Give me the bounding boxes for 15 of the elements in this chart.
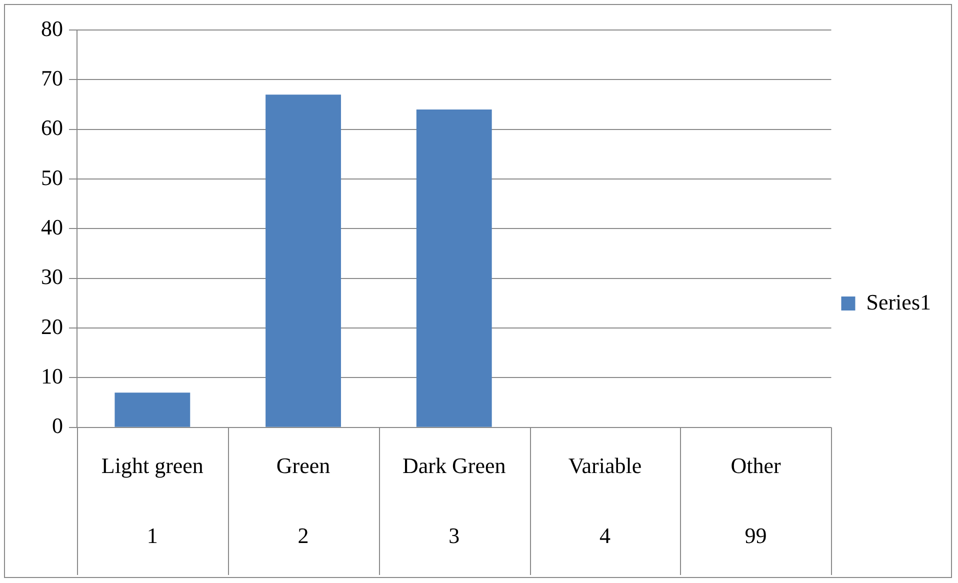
category-label: Variable 4	[568, 452, 642, 548]
y-tick-label: 0	[52, 413, 63, 438]
category-label: Light green 1	[101, 452, 204, 548]
legend-label: Series1	[866, 289, 931, 314]
y-tick-label: 80	[41, 16, 63, 41]
y-tick-label: 10	[41, 364, 63, 389]
category-label: Other 99	[730, 452, 781, 548]
category-label: Green 2	[276, 452, 330, 548]
category-label: Dark Green 3	[402, 452, 506, 548]
y-tick-label: 60	[41, 115, 63, 140]
y-tick-label: 20	[41, 314, 63, 339]
y-tick-label: 50	[41, 164, 63, 190]
y-tick-label: 40	[41, 214, 63, 240]
y-tick-label: 30	[41, 264, 63, 290]
y-tick-label: 70	[41, 65, 63, 90]
